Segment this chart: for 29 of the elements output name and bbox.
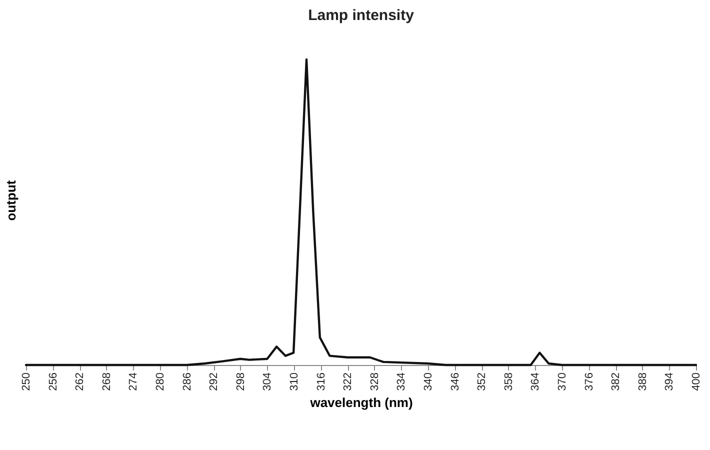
x-tick-label: 370 (556, 372, 568, 391)
x-tick-label: 328 (368, 372, 381, 391)
x-tick-label: 304 (262, 372, 274, 391)
x-axis-title: wavelength (nm) (309, 394, 413, 410)
x-tick-label: 256 (47, 372, 60, 391)
x-tick-label: 262 (74, 372, 86, 391)
x-tick-label: 274 (128, 372, 140, 391)
x-tick-label: 298 (234, 372, 247, 391)
x-tick-label: 376 (583, 372, 596, 391)
x-tick-label: 292 (208, 372, 220, 391)
x-tick-label: 286 (181, 372, 194, 391)
x-tick-label: 310 (288, 372, 300, 391)
x-tick-label: 382 (610, 372, 622, 391)
x-tick-label: 388 (636, 372, 649, 391)
x-tick-label: 394 (664, 372, 676, 391)
x-tick-label: 340 (422, 372, 434, 391)
x-tick-label: 280 (154, 372, 166, 391)
chart-title: Lamp intensity (308, 7, 415, 24)
x-tick-label: 316 (315, 372, 328, 391)
x-tick-label: 358 (502, 372, 515, 391)
x-tick-label: 400 (690, 372, 702, 391)
x-tick-label: 352 (476, 372, 488, 391)
x-tick-label: 322 (342, 372, 354, 391)
x-tick-label: 250 (20, 372, 32, 391)
x-tick-label: 268 (100, 372, 113, 391)
x-tick-label: 334 (396, 372, 408, 391)
x-tick-label: 364 (530, 372, 542, 391)
x-tick-label: 346 (449, 372, 462, 391)
y-axis-title: output (4, 180, 18, 221)
